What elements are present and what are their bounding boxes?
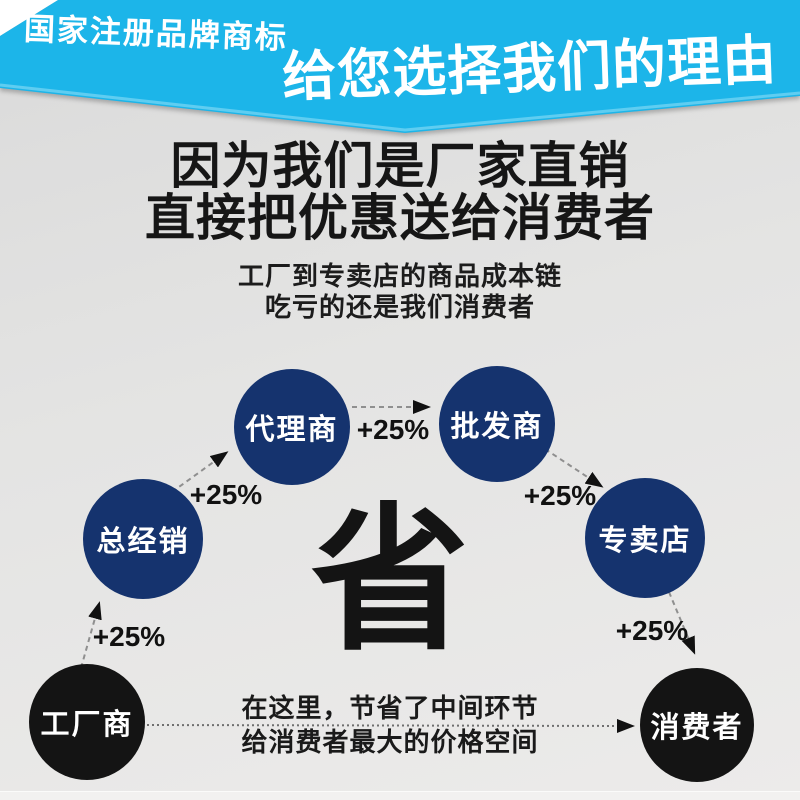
- headline: 因为我们是厂家直销 直接把优惠送给消费者: [0, 140, 800, 244]
- markup-label-store-consumer: +25%: [615, 615, 689, 646]
- node-factory: 工厂商: [29, 664, 145, 780]
- footer-line1: 在这里，节省了中间环节: [241, 693, 539, 723]
- node-factory-label: 工厂商: [40, 709, 134, 741]
- footer-line2: 给消费者最大的价格空间: [241, 727, 539, 757]
- sub-headline-line2: 吃亏的还是我们消费者: [264, 292, 535, 322]
- footer-caption: 在这里，节省了中间环节 给消费者最大的价格空间: [140, 691, 640, 759]
- markup-label-agent-wholesaler: +25%: [356, 414, 430, 445]
- node-retail-store: 专卖店: [585, 478, 705, 598]
- node-wholesaler: 批发商: [439, 366, 555, 482]
- node-retail-store-label: 专卖店: [598, 525, 692, 557]
- node-agent-label: 代理商: [245, 414, 339, 446]
- node-general-distributor-label: 总经销: [96, 526, 190, 558]
- banner-edge-highlight: [0, 83, 800, 132]
- node-general-distributor: 总经销: [83, 479, 203, 599]
- bottom-border-strip: [0, 791, 800, 800]
- banner-background: [0, 0, 800, 133]
- headline-line2: 直接把优惠送给消费者: [145, 190, 655, 246]
- node-consumer-label: 消费者: [650, 712, 744, 744]
- banner-ribbon: [0, 0, 800, 133]
- markup-label-factory-general: +25%: [92, 621, 166, 652]
- markup-label-general-agent: +25%: [189, 479, 263, 510]
- sub-headline-line1: 工厂到专卖店的商品成本链: [237, 261, 562, 291]
- node-wholesaler-label: 批发商: [450, 411, 544, 443]
- markup-label-wholesaler-store: +25%: [523, 480, 597, 511]
- headline-line1: 因为我们是厂家直销: [170, 138, 630, 194]
- save-character: 省: [311, 489, 469, 673]
- node-consumer: 消费者: [640, 668, 754, 782]
- node-agent: 代理商: [234, 369, 350, 485]
- sub-headline: 工厂到专卖店的商品成本链 吃亏的还是我们消费者: [0, 261, 800, 323]
- registered-trademark-badge: 国家注册品牌商标: [23, 11, 289, 56]
